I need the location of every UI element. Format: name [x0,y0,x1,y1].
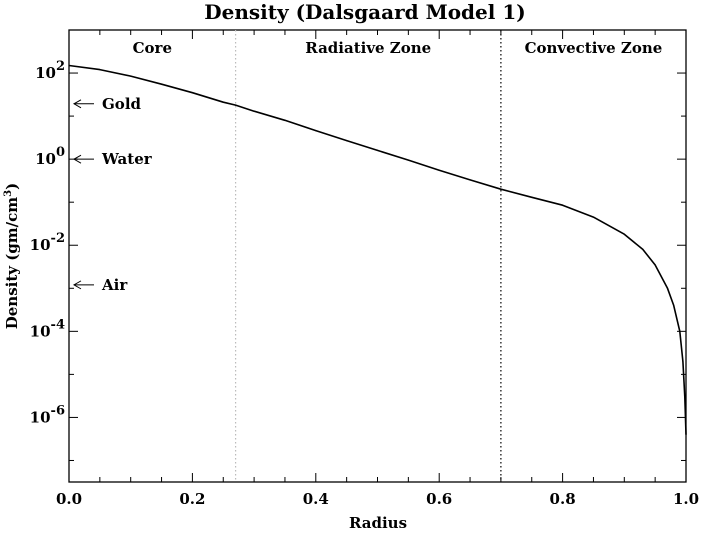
y-axis-label-superscript: 3 [3,190,14,197]
y-tick-label: 100 [35,145,65,168]
plot-frame [68,29,687,483]
x-tick-label: 0.8 [550,490,576,508]
y-tick-label-base: 10 [35,150,56,168]
density-point [234,104,237,106]
y-axis-label: Density (gm/cm3) [3,183,21,330]
region-label: Core [133,39,172,57]
y-tick-label: 10-2 [30,231,65,254]
density-point [253,110,255,112]
chart-title: Density (Dalsgaard Model 1) [204,0,525,24]
density-point [160,83,163,85]
y-tick-label-base: 10 [30,408,51,426]
reference-label: Air [101,276,128,294]
reference-arrow [72,154,94,164]
region-label: Convective Zone [525,39,663,57]
x-tick-label: 0.0 [56,490,82,508]
y-tick-label-exponent: -4 [51,317,65,332]
density-point [222,101,224,103]
density-point [315,130,317,132]
density-point [407,159,409,161]
reference-label: Gold [102,95,142,113]
density-point [438,169,440,171]
y-tick-label-base: 10 [30,322,51,340]
density-curve-1 [68,64,687,435]
reference-arrow [72,99,94,109]
reference-label: Water [101,150,153,168]
y-tick-label-base: 10 [35,64,56,82]
density-point [376,149,379,151]
y-tick-label-base: 10 [30,236,51,254]
y-tick-label: 10-4 [30,317,65,340]
density-point [68,64,70,67]
y-tick-label: 102 [35,59,65,82]
reference-arrow-head [72,154,82,164]
y-axis-label-main: Density (gm/cm [3,197,21,330]
density-point [592,216,595,218]
density-point [99,69,101,71]
x-axis-label: Radius [349,514,407,532]
density-point [531,196,533,198]
density-point [284,119,286,121]
density-point [685,433,687,436]
density-point [679,330,681,332]
density-point [469,179,471,181]
x-tick-label: 1.0 [673,490,699,508]
density-point [673,304,675,307]
x-tick-label: 0.4 [303,490,329,508]
y-axis-label-tail: ) [3,183,21,190]
reference-arrow [72,280,94,290]
y-tick-label-exponent: 0 [56,145,65,160]
density-point [666,287,669,289]
x-tick-label: 0.6 [426,490,452,508]
density-point [500,188,502,190]
y-tick-label-exponent: -2 [51,231,65,246]
density-point [562,204,564,206]
density-point [191,92,193,94]
y-tick-label-exponent: -6 [51,403,65,418]
density-point [654,264,656,266]
y-tick-label: 10-6 [30,403,65,426]
region-label: Radiative Zone [305,39,431,57]
density-point [623,233,625,235]
density-point [642,248,644,251]
density-point [684,396,686,398]
density-point [682,360,684,363]
reference-arrow-head [72,280,82,290]
reference-arrow-head [72,99,82,109]
density-point [130,75,132,77]
x-tick-label: 0.2 [179,490,205,508]
y-tick-label-exponent: 2 [56,59,65,74]
density-point [346,139,348,142]
